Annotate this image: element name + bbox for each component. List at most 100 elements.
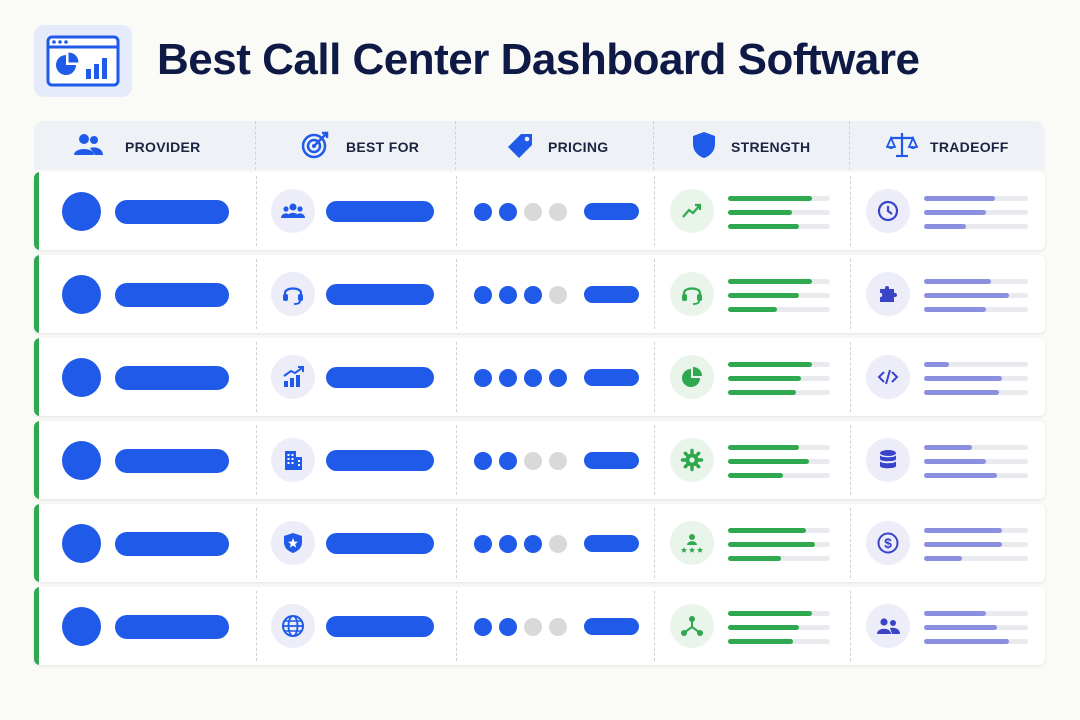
tradeoff-bar <box>924 196 1028 201</box>
dashboard-chart-icon <box>46 35 120 87</box>
column-divider <box>256 591 257 661</box>
pie-chart-icon-badge <box>670 355 714 399</box>
pie-chart-icon <box>682 367 702 387</box>
page-title: Best Call Center Dashboard Software <box>157 35 920 84</box>
strength-bar <box>728 639 830 644</box>
clock-icon <box>877 200 899 222</box>
strength-bar <box>728 279 830 284</box>
best-for-placeholder <box>326 367 434 388</box>
strength-bar-fill <box>728 528 806 533</box>
column-divider <box>256 425 257 495</box>
tradeoff-bar <box>924 473 1028 478</box>
pricing-placeholder <box>584 203 639 220</box>
column-label-best-for: BEST FOR <box>346 139 420 155</box>
pricing-level-dot <box>499 452 517 470</box>
tradeoff-bar-fill <box>924 473 997 478</box>
dollar-icon-badge: $ <box>866 521 910 565</box>
svg-text:$: $ <box>884 535 892 551</box>
tradeoff-bar-fill <box>924 625 997 630</box>
tradeoff-bar <box>924 625 1028 630</box>
column-label-strength: STRENGTH <box>731 139 811 155</box>
pricing-level-dot <box>549 535 567 553</box>
tradeoff-bar-fill <box>924 376 1002 381</box>
table-row[interactable]: $ <box>34 504 1045 582</box>
strength-bar-fill <box>728 196 812 201</box>
pricing-level-dot <box>549 286 567 304</box>
code-icon <box>877 369 899 385</box>
pricing-level-dot <box>499 535 517 553</box>
code-icon-badge <box>866 355 910 399</box>
column-divider <box>850 342 851 412</box>
column-label-tradeoff: TRADEOFF <box>930 139 1009 155</box>
pricing-level-dot <box>524 618 542 636</box>
shield-icon <box>693 132 715 158</box>
pricing-level-dot <box>549 369 567 387</box>
pricing-placeholder <box>584 286 639 303</box>
pricing-placeholder <box>584 618 639 635</box>
database-icon-badge <box>866 438 910 482</box>
gear-icon <box>680 448 704 472</box>
table-row[interactable] <box>34 255 1045 333</box>
row-accent <box>34 172 39 250</box>
strength-bar <box>728 224 830 229</box>
tradeoff-bar-fill <box>924 528 1002 533</box>
pricing-placeholder <box>584 369 639 386</box>
best-for-placeholder <box>326 284 434 305</box>
column-divider <box>654 425 655 495</box>
tradeoff-bar-fill <box>924 390 999 395</box>
pricing-level-dot <box>499 618 517 636</box>
headset-icon-badge <box>271 272 315 316</box>
best-for-placeholder <box>326 450 434 471</box>
tradeoff-bar <box>924 445 1028 450</box>
row-accent <box>34 504 39 582</box>
team-icon <box>281 203 305 218</box>
table-row[interactable] <box>34 421 1045 499</box>
building-icon-badge <box>271 438 315 482</box>
tradeoff-bar <box>924 307 1028 312</box>
pricing-placeholder <box>584 452 639 469</box>
table-row[interactable] <box>34 338 1045 416</box>
tradeoff-bar <box>924 279 1028 284</box>
strength-bar <box>728 528 830 533</box>
row-accent <box>34 421 39 499</box>
gear-icon-badge <box>670 438 714 482</box>
tradeoff-bar-fill <box>924 224 966 229</box>
pricing-level-dot <box>524 535 542 553</box>
users-icon <box>877 618 900 634</box>
strength-bar <box>728 625 830 630</box>
strength-bar-fill <box>728 210 793 215</box>
best-for-placeholder <box>326 616 434 637</box>
best-for-placeholder <box>326 201 434 222</box>
pricing-level-dot <box>474 203 492 221</box>
tradeoff-bar-fill <box>924 293 1010 298</box>
tradeoff-bar <box>924 390 1028 395</box>
pricing-level-dot <box>524 286 542 304</box>
tradeoff-bar <box>924 542 1028 547</box>
rating-stars-icon <box>681 534 703 553</box>
pricing-level-dot <box>499 203 517 221</box>
strength-bar <box>728 459 830 464</box>
tradeoff-bar-fill <box>924 362 949 367</box>
tradeoff-bar-fill <box>924 639 1010 644</box>
provider-avatar <box>62 192 101 231</box>
provider-avatar <box>62 441 101 480</box>
column-divider <box>850 591 851 661</box>
network-icon-badge <box>670 604 714 648</box>
tradeoff-bar-fill <box>924 542 1002 547</box>
strength-bar-fill <box>728 542 815 547</box>
table-row[interactable] <box>34 172 1045 250</box>
column-header-strength: STRENGTH <box>654 121 850 170</box>
strength-bar <box>728 556 830 561</box>
trend-up-icon <box>682 203 702 218</box>
tradeoff-bar <box>924 459 1028 464</box>
column-divider <box>256 176 257 246</box>
column-header-best-for: BEST FOR <box>256 121 456 170</box>
column-divider <box>654 259 655 329</box>
strength-bar <box>728 307 830 312</box>
strength-bar-fill <box>728 473 784 478</box>
column-label-pricing: PRICING <box>548 139 609 155</box>
strength-bar <box>728 390 830 395</box>
table-row[interactable] <box>34 587 1045 665</box>
provider-avatar <box>62 607 101 646</box>
provider-avatar <box>62 358 101 397</box>
